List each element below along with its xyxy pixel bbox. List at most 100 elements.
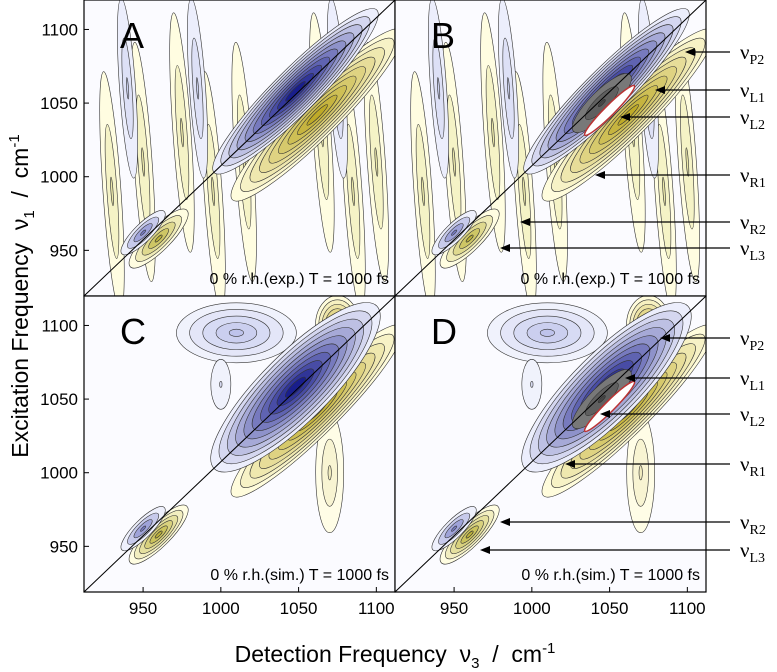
arrow-head <box>565 460 575 468</box>
contour <box>465 530 474 539</box>
contour <box>141 147 145 177</box>
diagonal <box>84 0 395 296</box>
peak-subscript: L1 <box>750 91 766 106</box>
peak-label: νL2 <box>740 105 765 133</box>
contour <box>465 234 474 243</box>
diagonal <box>84 296 395 592</box>
peak-label: νR2 <box>740 210 766 238</box>
contour <box>597 395 606 403</box>
ylabel-unit: / cm <box>7 148 33 211</box>
xlabel-sup: -1 <box>542 640 555 657</box>
contour <box>437 77 441 100</box>
x-tick-label: 1050 <box>591 599 629 618</box>
contour <box>306 104 328 126</box>
peak-symbol: ν <box>740 326 750 350</box>
contour <box>195 77 200 100</box>
plot-area <box>395 0 706 296</box>
y-tick-label: 1000 <box>40 168 78 187</box>
arrow-head <box>500 244 510 252</box>
arrow-head <box>620 113 630 121</box>
arrow-head <box>660 334 670 342</box>
contour <box>327 465 332 481</box>
peak-label: νL3 <box>740 236 765 264</box>
peak-label: νL1 <box>740 78 765 106</box>
peak-subscript: L3 <box>750 551 766 566</box>
panel-label: B <box>431 15 455 56</box>
x-tick-label: 1050 <box>280 599 318 618</box>
xlabel-sub: 3 <box>471 655 479 672</box>
peak-symbol: ν <box>740 402 750 426</box>
x-tick-label: 1100 <box>358 599 395 618</box>
x-tick-label: 1000 <box>202 599 240 618</box>
peak-symbol: ν <box>740 366 750 390</box>
peak-label: νL3 <box>740 538 765 566</box>
contour <box>506 77 511 100</box>
arrow-head <box>500 518 510 526</box>
arrow-head <box>480 546 490 554</box>
contour <box>491 117 495 148</box>
peak-symbol: ν <box>740 163 750 187</box>
y-tick-label: 1050 <box>40 94 78 113</box>
plot-area <box>84 0 395 296</box>
arrow-head <box>600 410 610 418</box>
arrow-head <box>625 374 635 382</box>
plot-area <box>395 296 706 592</box>
peak-label: νP2 <box>740 326 764 354</box>
x-tick-label: 1000 <box>513 599 551 618</box>
peak-subscript: L3 <box>750 249 766 264</box>
frame <box>394 295 707 593</box>
arrow-head <box>685 48 695 56</box>
x-tick-label: 1100 <box>669 599 706 618</box>
peak-symbol: ν <box>740 452 750 476</box>
annotation: 0 % r.h.(sim.) T = 1000 fs <box>210 567 389 584</box>
xlabel-unit: / cm <box>479 641 542 667</box>
contour <box>638 465 643 481</box>
y-tick-label: 950 <box>50 537 78 556</box>
contour <box>583 84 636 137</box>
xlabel-text: Detection Frequency ν <box>235 641 472 667</box>
panel-label: C <box>120 311 146 352</box>
peak-symbol: ν <box>740 538 750 562</box>
peak-label: νP2 <box>740 40 764 68</box>
contour <box>180 117 184 148</box>
peak-subscript: P2 <box>750 339 765 354</box>
contour <box>522 176 526 207</box>
y-tick-label: 1050 <box>40 390 78 409</box>
xlabel: Detection Frequency ν3 / cm-1 <box>235 640 556 672</box>
x-tick-label: 950 <box>129 599 157 618</box>
plot-area <box>84 296 395 592</box>
contour <box>126 77 130 100</box>
peak-subscript: R1 <box>750 465 766 480</box>
peak-symbol: ν <box>740 40 750 64</box>
peak-subscript: R1 <box>750 176 766 191</box>
ylabel-sup: -1 <box>6 134 23 147</box>
peak-subscript: P2 <box>750 53 765 68</box>
ylabel: Excitation Frequency ν1 / cm-1 <box>6 134 38 457</box>
ylabel-text: Excitation Frequency ν <box>7 219 33 458</box>
peak-subscript: R2 <box>750 523 766 538</box>
panel-label: D <box>431 311 457 352</box>
peak-symbol: ν <box>740 210 750 234</box>
peak-symbol: ν <box>740 236 750 260</box>
contour <box>211 176 215 207</box>
annotation: 0 % r.h.(exp.) T = 1000 fs <box>520 271 700 288</box>
contour <box>539 328 555 337</box>
peak-subscript: L2 <box>750 415 766 430</box>
contour <box>351 176 355 207</box>
contour <box>285 376 306 398</box>
contour <box>597 99 606 107</box>
contour <box>451 525 458 532</box>
panel-label: A <box>120 15 144 56</box>
peak-subscript: L1 <box>750 379 766 394</box>
arrow-head <box>595 171 605 179</box>
peak-symbol: ν <box>740 105 750 129</box>
peak-symbol: ν <box>740 78 750 102</box>
arrow-head <box>655 86 665 94</box>
x-tick-label: 950 <box>440 599 468 618</box>
contour <box>451 229 458 236</box>
peak-symbol: ν <box>740 510 750 534</box>
contour <box>154 234 163 243</box>
contour <box>219 381 223 388</box>
ylabel-sub: 1 <box>21 210 38 218</box>
